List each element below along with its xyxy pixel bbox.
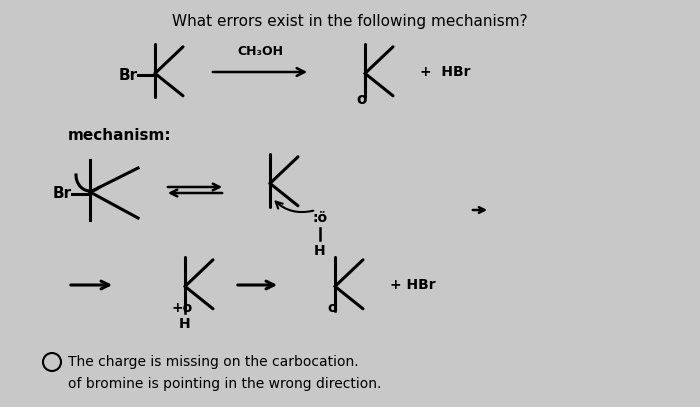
Text: o: o xyxy=(357,92,368,107)
Text: +  HBr: + HBr xyxy=(420,65,470,79)
Text: The charge is missing on the carbocation.: The charge is missing on the carbocation… xyxy=(68,355,358,369)
Text: Br: Br xyxy=(53,186,72,201)
Text: What errors exist in the following mechanism?: What errors exist in the following mecha… xyxy=(172,14,528,29)
Text: H: H xyxy=(314,244,326,258)
Text: mechanism:: mechanism: xyxy=(68,128,172,143)
Text: Br: Br xyxy=(119,68,138,83)
Text: + HBr: + HBr xyxy=(390,278,435,292)
Text: CH₃OH: CH₃OH xyxy=(237,45,283,58)
Text: :ö: :ö xyxy=(312,211,328,225)
Text: o: o xyxy=(327,301,337,315)
Text: H: H xyxy=(179,317,191,331)
Text: of bromine is pointing in the wrong direction.: of bromine is pointing in the wrong dire… xyxy=(68,377,382,391)
Text: +o: +o xyxy=(172,301,193,315)
